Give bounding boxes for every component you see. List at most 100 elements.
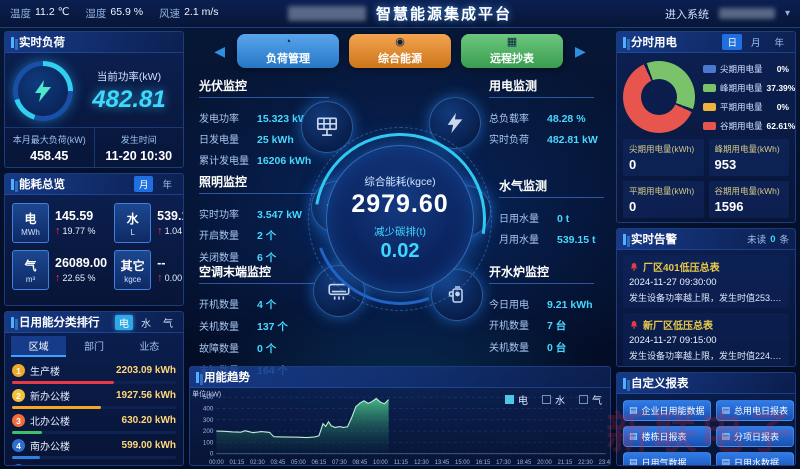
energy-delta: 22.65 % <box>62 273 96 283</box>
report-icon: ▤ <box>721 431 731 441</box>
svg-text:02:30: 02:30 <box>250 460 265 466</box>
stat-value: 137 个 <box>257 321 288 333</box>
chart-legend-item[interactable]: 水 <box>542 392 565 407</box>
power-icon-ring <box>13 61 73 121</box>
tou-panel: 分时用电 日月年 尖期用电量 <box>616 31 796 223</box>
rank-value: 1927.56 kWh <box>115 390 176 401</box>
rank-list-item: 2 新办公楼 1927.56 kWh <box>12 388 176 409</box>
rank-name: 生产楼 <box>30 367 60 378</box>
carousel-prev-icon[interactable]: ◀ <box>214 42 225 59</box>
svg-text:01:15: 01:15 <box>230 460 245 466</box>
energy-type-tab[interactable]: 水 <box>141 318 151 330</box>
power-monitor: 用电监测 总负载率 48.28 % 实时负荷 482.81 kW <box>489 79 598 146</box>
rank-dimension-tab[interactable]: 业态 <box>139 342 160 353</box>
stat-value: 7 台 <box>547 320 567 332</box>
svg-text:22:30: 22:30 <box>578 460 593 466</box>
alarm-item[interactable]: 厂区401低压总表 2024-11-27 09:30:00 发生设备功率越上限，… <box>623 255 789 308</box>
stat-label: 开机数量 <box>199 300 239 311</box>
tou-value-card: 峰期用电量(kWh) 953 <box>708 139 789 176</box>
stat-label: 日用水量 <box>499 214 539 225</box>
svg-text:06:15: 06:15 <box>312 460 327 466</box>
report-button[interactable]: ▤ 分项日报表 <box>715 426 795 447</box>
report-button[interactable]: ▤ 楼栋日报表 <box>623 426 711 447</box>
report-button[interactable]: ▤ 总用电日报表 <box>715 400 795 421</box>
nav-button[interactable]: ◔ 负荷管理 <box>237 34 339 68</box>
svg-text:0: 0 <box>210 451 214 458</box>
legend-swatch <box>703 121 716 130</box>
svg-text:00:00: 00:00 <box>209 460 224 466</box>
rank-list-item: 3 北办公楼 630.20 kWh <box>12 413 176 434</box>
energy-type-tab[interactable]: 电 <box>115 314 133 330</box>
alarm-desc: 发生设备功率越上限，发生时值224.94kW… <box>629 351 783 361</box>
stat-value: 2 个 <box>257 230 277 242</box>
period-tab[interactable]: 日 <box>722 34 742 50</box>
rank-badge: 2 <box>12 389 25 402</box>
legend-checkbox[interactable] <box>542 395 551 404</box>
report-button[interactable]: ▤ 日用气数据 <box>623 452 711 465</box>
tou-value-card: 尖期用电量(kWh) 0 <box>623 139 704 176</box>
chart-legend-item[interactable]: 电 <box>505 392 528 407</box>
alarms-panel: 实时告警 未读 0 条 <box>616 228 796 367</box>
energy-delta: 1.04 % <box>164 226 183 236</box>
rank-name: 新办公楼 <box>30 392 70 403</box>
lighting-monitor: 照明监控 实时功率 3.547 kW 开启数量 2 个 关闭数量 6 个 <box>199 173 329 265</box>
solar-panel-icon <box>301 101 353 153</box>
rank-dimension-tab[interactable]: 部门 <box>83 342 104 353</box>
report-button[interactable]: ▤ 企业日用能数据 <box>623 400 711 421</box>
rank-bar-fill <box>12 406 101 409</box>
stat-value: 16206 kWh <box>257 155 312 167</box>
alarm-bell-icon <box>630 262 638 271</box>
energy-type-icon: 水 L <box>114 203 152 243</box>
nav-button[interactable]: ◉ 综合能源 <box>349 34 451 68</box>
occur-time-value: 11-20 10:30 <box>105 149 173 163</box>
central-kpi-circle: 综合能耗(kgce) 2979.60 减少碳排(t) 0.02 <box>280 98 520 339</box>
rank-dimension-tab[interactable]: 区域 <box>11 336 67 357</box>
total-energy-value: 2979.60 <box>351 190 449 218</box>
stat-value: 25 kWh <box>257 134 294 146</box>
stat-value: 0 个 <box>257 343 277 355</box>
energy-value: -- <box>157 256 166 270</box>
stat-label: 今日用电 <box>489 300 529 311</box>
period-tab[interactable]: 月 <box>750 38 761 49</box>
nav-button[interactable]: ▦ 远程抄表 <box>461 34 563 68</box>
report-button[interactable]: ▤ 日用水数据 <box>715 452 795 465</box>
legend-checkbox[interactable] <box>505 395 514 404</box>
period-tab[interactable]: 年 <box>774 38 784 49</box>
current-power-value: 482.81 <box>92 85 166 113</box>
stat-value: 539.15 t <box>557 234 596 246</box>
tou-value-card: 谷期用电量(kWh) 1596 <box>708 181 789 218</box>
stat-value: 6 个 <box>257 252 277 264</box>
chart-legend-item[interactable]: 气 <box>579 392 602 407</box>
reports-panel: 自定义报表 ▤ 企业日用能数据 ▤ 总用电日报表 <box>616 372 796 466</box>
tou-donut-chart <box>623 61 695 133</box>
svg-text:400: 400 <box>203 406 214 413</box>
legend-swatch <box>703 83 716 92</box>
energy-type-tab[interactable]: 气 <box>163 318 173 330</box>
panel-title: 用能趋势 <box>204 372 250 384</box>
enter-system-link[interactable]: 进入系统 <box>664 8 709 21</box>
stat-label: 关机数量 <box>199 322 239 333</box>
username[interactable] <box>718 8 775 19</box>
app-brand: 智慧能源集成平台 <box>287 3 512 24</box>
legend-checkbox[interactable] <box>579 395 588 404</box>
alarm-time: 2024-11-27 09:15:00 <box>629 335 717 346</box>
energy-delta: 0.00 % <box>164 273 183 283</box>
weather-stat: 湿度 65.9 % <box>85 6 143 21</box>
company-logo <box>287 6 366 21</box>
stat-label: 实时负荷 <box>489 135 529 146</box>
svg-text:03:45: 03:45 <box>271 460 286 466</box>
arrow-up-icon: ↑ <box>55 225 61 237</box>
period-tab[interactable]: 年 <box>162 180 172 191</box>
svg-text:单位(kW): 单位(kW) <box>192 390 221 399</box>
energy-value: 26089.00 <box>55 256 108 270</box>
carousel-next-icon[interactable]: ▶ <box>575 42 586 59</box>
chevron-down-icon[interactable]: ▾ <box>784 8 790 19</box>
energy-value: 539.15 <box>157 209 183 223</box>
trend-chart-panel: 用能趋势 电 水 <box>189 366 611 466</box>
alarm-item[interactable]: 新厂区低压总表 2024-11-27 09:15:00 发生设备功率越上限，发生… <box>623 313 789 366</box>
svg-text:300: 300 <box>203 417 214 424</box>
period-tab[interactable]: 月 <box>133 176 154 192</box>
weather-stat-value: 65.9 % <box>110 6 144 18</box>
arrow-up-icon: ↑ <box>157 225 163 237</box>
rank-list-item: 4 南办公楼 599.00 kWh <box>12 438 176 459</box>
